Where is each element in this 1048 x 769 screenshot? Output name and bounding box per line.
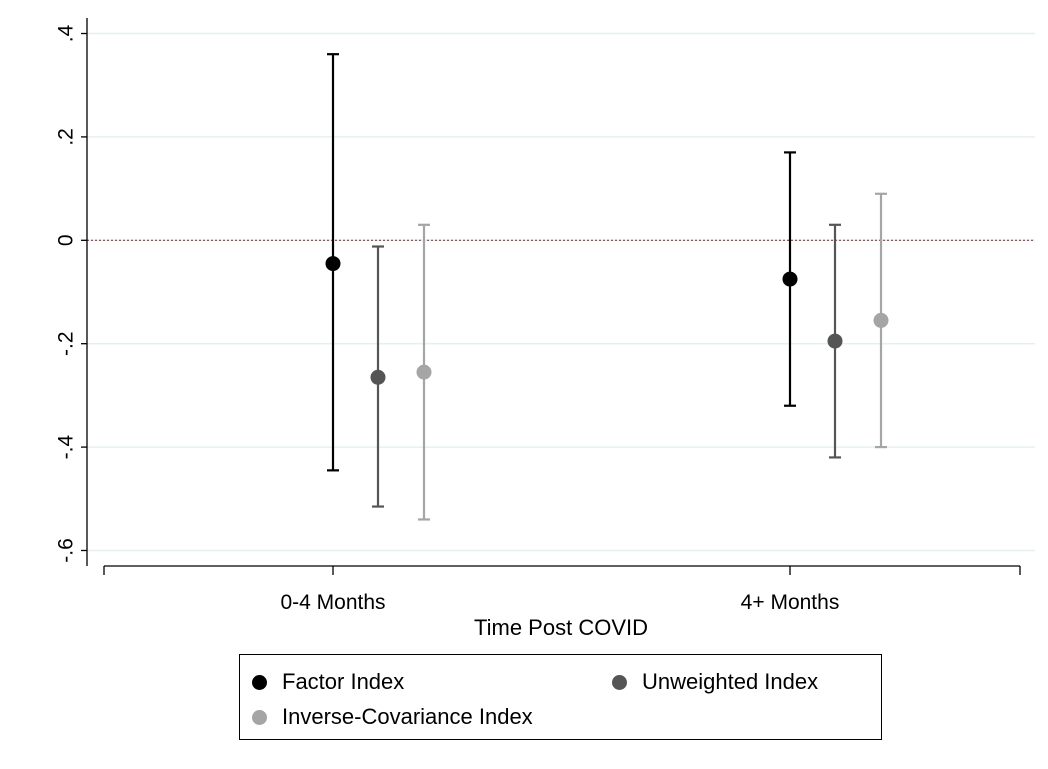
legend-item-unweighted-index: Unweighted Index	[612, 669, 818, 695]
estimate-point-unweighted-index	[370, 369, 386, 385]
chart-marks	[325, 53, 889, 521]
y-tick-label: -.2	[55, 331, 78, 356]
x-axis-ticks: 0-4 Months 4+ Months	[103, 566, 1021, 614]
legend-label-unweighted-index: Unweighted Index	[642, 669, 819, 694]
y-tick-label: -.6	[55, 538, 78, 563]
y-tick-label: 0	[55, 234, 78, 246]
y-axis-ticks: .4 .2 0 -.2 -.4 -.6	[55, 24, 87, 563]
legend-label-inverse-covariance-index: Inverse-Covariance Index	[282, 704, 533, 729]
x-axis-title: Time Post COVID	[474, 615, 648, 640]
estimate-point-unweighted-index	[827, 333, 843, 349]
estimate-point-factor-index	[325, 256, 341, 272]
legend-label-factor-index: Factor Index	[282, 669, 405, 694]
legend-marker-unweighted-index	[612, 674, 627, 690]
x-tick-label: 0-4 Months	[280, 591, 385, 614]
legend-item-factor-index: Factor Index	[252, 669, 404, 695]
y-tick-label: .2	[55, 128, 78, 146]
y-tick-label: -.4	[55, 435, 78, 460]
y-tick-label: .4	[55, 24, 78, 42]
legend: Factor Index Unweighted Index Inverse-Co…	[239, 654, 882, 740]
estimate-point-factor-index	[782, 271, 798, 287]
legend-item-inverse-covariance-index: Inverse-Covariance Index	[252, 704, 533, 730]
x-tick-label: 4+ Months	[741, 591, 840, 614]
estimate-point-inverse-covariance-index	[416, 364, 432, 380]
legend-marker-factor-index	[252, 674, 267, 690]
grid-lines	[87, 32, 1035, 552]
coefficient-plot: .4 .2 0 -.2 -.4 -.6 0-4 Months 4+ Months Time …	[55, 18, 1035, 640]
estimate-point-inverse-covariance-index	[873, 312, 889, 328]
legend-marker-inverse-covariance-index	[252, 709, 267, 725]
